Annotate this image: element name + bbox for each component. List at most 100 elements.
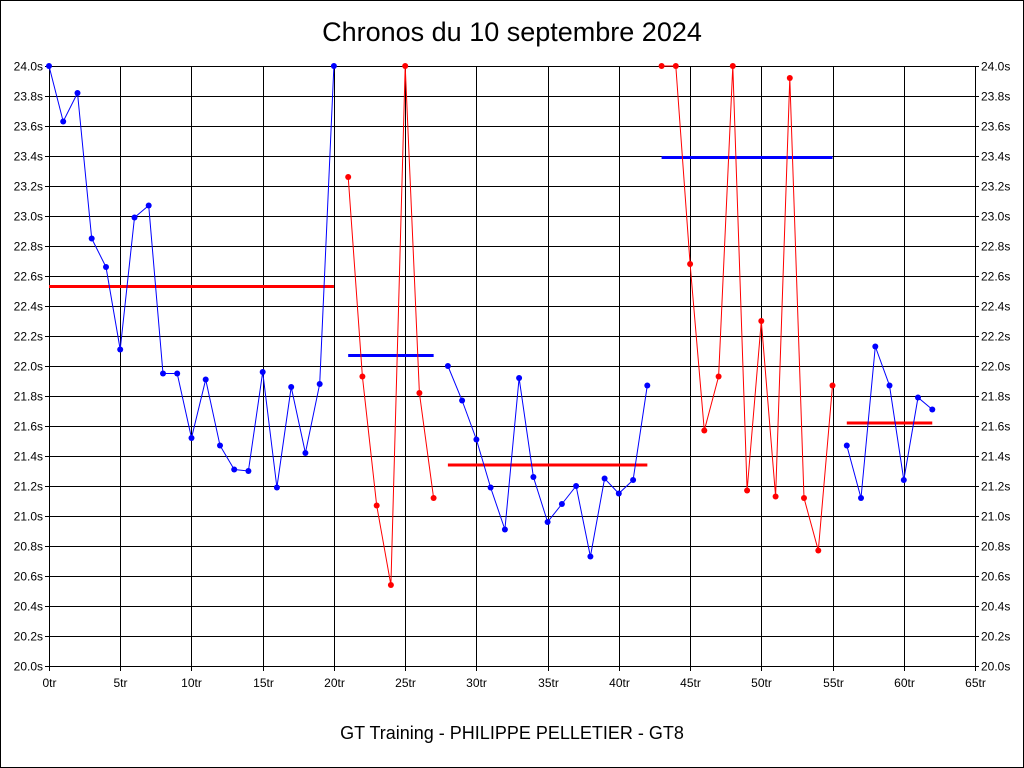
data-point [573, 483, 580, 489]
x-tick-label: 40tr [609, 676, 630, 690]
y-tick-label-left: 20.2s [14, 630, 43, 644]
data-point [131, 214, 138, 221]
data-point [103, 264, 109, 270]
x-tick-label: 5tr [113, 676, 127, 690]
y-tick-label-left: 21.4s [14, 450, 43, 464]
y-tick-label-left: 24.0s [14, 60, 43, 74]
data-point [217, 442, 223, 449]
x-tick-label: 35tr [538, 676, 559, 690]
data-point [117, 346, 124, 353]
y-tick-label-right: 20.8s [981, 540, 1010, 554]
data-point [288, 384, 295, 390]
y-tick-label-left: 21.6s [14, 420, 43, 434]
y-tick-label-right: 23.2s [981, 180, 1010, 194]
series-line [347, 65, 435, 586]
y-tick-label-left: 23.6s [14, 120, 43, 134]
data-point [430, 495, 437, 501]
y-tick-label-left: 22.8s [14, 240, 43, 254]
y-tick-label-right: 22.6s [981, 270, 1010, 284]
series-line [447, 365, 648, 557]
x-tick-label: 25tr [395, 676, 416, 690]
y-tick-label-right: 22.4s [981, 300, 1010, 314]
x-tick-label: 55tr [823, 676, 844, 690]
data-point [744, 487, 751, 494]
data-point [74, 90, 81, 96]
series-line [661, 65, 833, 551]
data-point [687, 261, 694, 267]
y-tick-label-left: 21.8s [14, 390, 43, 404]
y-tick-label-right: 20.6s [981, 570, 1010, 584]
data-point [245, 468, 252, 474]
data-point [516, 375, 523, 381]
data-point [886, 382, 893, 389]
y-tick-label-right: 21.4s [981, 450, 1010, 464]
data-point [444, 363, 451, 369]
data-point [345, 174, 352, 180]
data-point [701, 427, 708, 434]
data-point [188, 435, 195, 441]
data-point [858, 495, 864, 501]
y-tick-label-left: 20.0s [14, 660, 43, 674]
y-tick-label-left: 22.4s [14, 300, 43, 314]
data-point [273, 484, 280, 491]
y-tick-label-left: 20.6s [14, 570, 43, 584]
chart-footer: GT Training - PHILIPPE PELLETIER - GT8 [340, 723, 684, 743]
data-point [487, 484, 494, 491]
y-tick-label-left: 22.6s [14, 270, 43, 284]
data-point [88, 235, 95, 242]
data-point [330, 63, 337, 69]
data-point [915, 394, 921, 401]
data-point [900, 477, 907, 483]
y-tick-label-left: 20.4s [14, 600, 43, 614]
data-point [316, 381, 323, 387]
x-tick-label: 50tr [751, 676, 772, 690]
y-tick-label-right: 20.4s [981, 600, 1010, 614]
data-point [786, 75, 793, 81]
data-point [587, 553, 594, 560]
data-point [772, 493, 779, 500]
x-tick-label: 20tr [324, 676, 345, 690]
data-point [601, 475, 608, 482]
data-point [672, 63, 679, 69]
data-point [558, 501, 565, 507]
x-tick-label: 15tr [253, 676, 274, 690]
y-tick-label-right: 21.2s [981, 480, 1010, 494]
y-tick-label-right: 21.0s [981, 510, 1010, 524]
data-point [302, 450, 309, 456]
x-tick-label: 60tr [894, 676, 915, 690]
y-tick-label-left: 23.0s [14, 210, 43, 224]
data-point [259, 369, 266, 375]
data-point [544, 519, 551, 525]
data-point [459, 397, 466, 404]
chart-title: Chronos du 10 septembre 2024 [322, 17, 702, 47]
data-point [829, 382, 836, 389]
y-tick-label-right: 23.0s [981, 210, 1010, 224]
y-tick-label-right: 22.2s [981, 330, 1010, 344]
data-point [715, 373, 722, 380]
y-tick-label-right: 21.6s [981, 420, 1010, 434]
y-tick-label-right: 22.8s [981, 240, 1010, 254]
data-point [174, 370, 181, 377]
x-tick-label: 30tr [466, 676, 487, 690]
data-point [872, 343, 879, 350]
data-point [758, 318, 765, 324]
data-point [929, 406, 936, 413]
x-tick-label: 65tr [965, 676, 986, 690]
data-point [387, 582, 394, 588]
y-tick-label-right: 24.0s [981, 60, 1010, 74]
y-tick-label-left: 22.0s [14, 360, 43, 374]
y-tick-label-left: 22.2s [14, 330, 43, 344]
data-point [60, 118, 67, 125]
data-point [729, 63, 736, 69]
data-point [815, 547, 822, 554]
y-tick-label-left: 23.2s [14, 180, 43, 194]
y-tick-label-left: 20.8s [14, 540, 43, 554]
data-point [530, 474, 537, 480]
data-point [843, 442, 850, 449]
y-tick-label-right: 20.2s [981, 630, 1010, 644]
y-tick-label-right: 20.0s [981, 660, 1010, 674]
data-point [501, 526, 508, 533]
y-tick-label-left: 23.8s [14, 90, 43, 104]
data-point [615, 490, 622, 497]
